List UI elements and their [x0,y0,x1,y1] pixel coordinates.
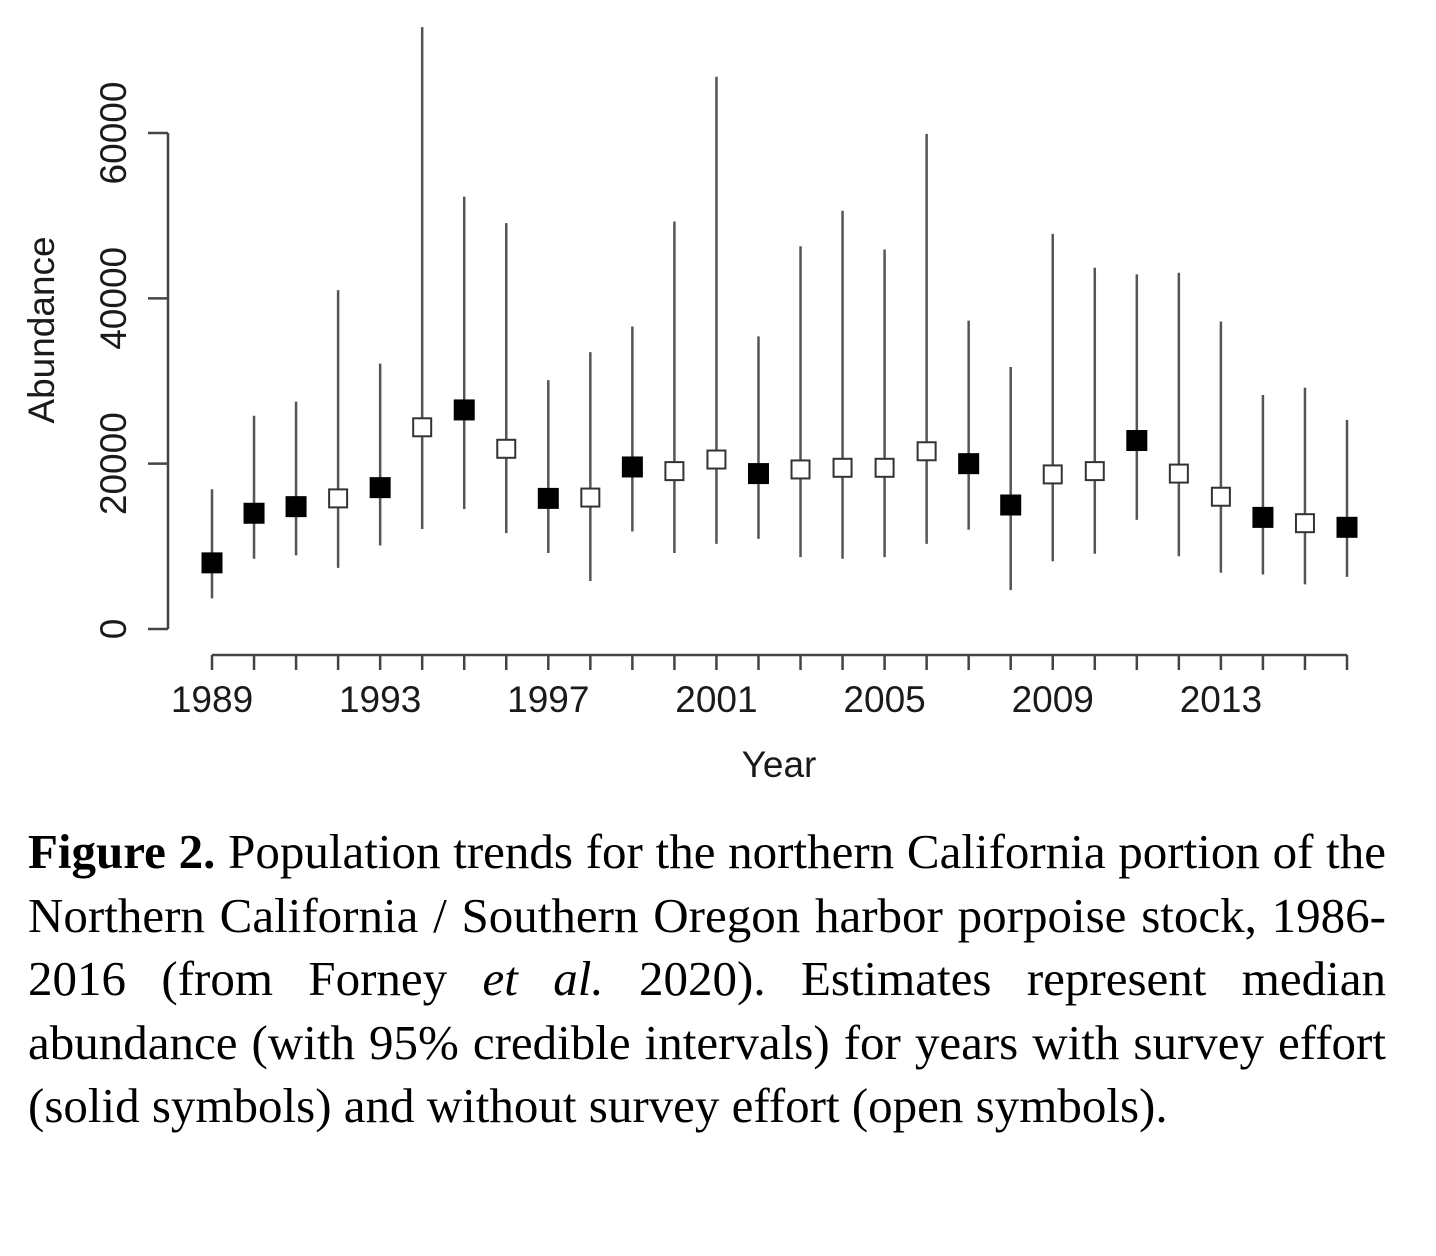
median-marker-solid [1336,516,1358,538]
median-marker-solid [285,496,307,518]
abundance-chart: 0 20000 40000 60000 1989 1993 1997 2001 2005 200… [21,27,1358,785]
caption-citation-italic: et al. [482,951,604,1006]
y-axis-label: Abundance [21,236,62,423]
median-marker-open [1294,513,1315,534]
y-tick-label: 60000 [93,82,134,185]
median-marker-open [580,487,601,508]
median-marker-solid [537,487,559,509]
y-tick-label: 0 [93,619,134,640]
median-marker-open [664,461,685,482]
median-marker-solid [1126,430,1148,452]
median-marker-open [328,488,349,509]
caption-text-1: Population trends for the northern Calif… [28,824,1386,1006]
median-marker-open [496,438,517,459]
median-marker-solid [1000,494,1022,516]
figure-label: Figure 2. [28,824,216,879]
figure-caption: Figure 2. Population trends for the nort… [28,820,1386,1138]
caption-text-2: 2020). Estimates represent median abunda… [28,951,1386,1133]
median-marker-open [832,457,853,478]
median-marker-open [412,417,433,438]
median-marker-open [706,449,727,470]
x-tick-label: 1997 [507,679,589,720]
median-marker-open [790,459,811,480]
median-marker-solid [1252,506,1274,528]
y-axis: 0 20000 40000 60000 [93,82,170,640]
median-marker-open [1042,464,1063,485]
median-marker-open [1210,486,1231,507]
median-marker-solid [369,477,391,499]
x-axis: 1989 1993 1997 2001 2005 2009 2013 [171,653,1349,720]
median-marker-open [916,441,937,462]
median-marker-solid [453,399,475,421]
median-marker-open [1084,461,1105,482]
x-tick-label: 2013 [1180,679,1262,720]
x-tick-label: 2009 [1012,679,1094,720]
median-marker-solid [201,552,223,574]
median-marker-solid [958,453,980,475]
y-tick-label: 40000 [93,247,134,350]
x-axis-label: Year [742,744,817,785]
credible-intervals [210,27,1349,599]
x-tick-label: 1993 [339,679,421,720]
x-tick-label: 2001 [675,679,757,720]
median-marker-solid [747,463,769,485]
median-marker-solid [621,456,643,478]
x-tick-label: 1989 [171,679,253,720]
median-marker-solid [243,502,265,524]
median-marker-open [1168,463,1189,484]
y-tick-label: 20000 [93,412,134,515]
x-tick-label: 2005 [843,679,925,720]
median-markers [201,399,1358,574]
median-marker-open [874,457,895,478]
chart-area: 0 20000 40000 60000 1989 1993 1997 2001 2005 200… [21,27,1358,785]
